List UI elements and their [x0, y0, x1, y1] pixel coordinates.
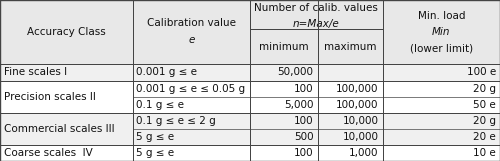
Bar — [382, 80, 500, 113]
Text: Precision scales II: Precision scales II — [4, 92, 96, 102]
Bar — [250, 113, 318, 145]
Text: 100: 100 — [294, 84, 314, 94]
Bar — [382, 0, 500, 64]
Bar — [132, 64, 250, 80]
Bar — [318, 145, 382, 161]
Bar — [318, 29, 382, 64]
Bar — [382, 64, 500, 80]
Bar — [250, 80, 318, 113]
Bar — [382, 113, 500, 145]
Bar — [318, 113, 382, 145]
Text: n=Max/e: n=Max/e — [293, 19, 340, 29]
Bar — [318, 80, 382, 113]
Text: 20 e: 20 e — [473, 132, 496, 142]
Text: 100: 100 — [294, 148, 314, 158]
Text: e: e — [188, 35, 194, 45]
Text: 5,000: 5,000 — [284, 100, 314, 110]
Bar — [250, 145, 318, 161]
Text: 100: 100 — [294, 116, 314, 126]
Text: 100,000: 100,000 — [336, 84, 378, 94]
Bar — [250, 64, 318, 80]
Bar — [0, 145, 132, 161]
Text: Accuracy Class: Accuracy Class — [27, 27, 106, 37]
Text: Min. load: Min. load — [418, 11, 465, 21]
Text: Min: Min — [432, 27, 450, 37]
Bar — [382, 145, 500, 161]
Bar — [0, 0, 132, 64]
Text: minimum: minimum — [259, 42, 308, 52]
Text: 0.001 g ≤ e ≤ 0.05 g: 0.001 g ≤ e ≤ 0.05 g — [136, 84, 246, 94]
Text: 100 e: 100 e — [467, 67, 496, 77]
Text: 0.1 g ≤ e: 0.1 g ≤ e — [136, 100, 184, 110]
Text: maximum: maximum — [324, 42, 376, 52]
Text: 10,000: 10,000 — [342, 116, 378, 126]
Text: 5 g ≤ e: 5 g ≤ e — [136, 132, 174, 142]
Text: 100,000: 100,000 — [336, 100, 378, 110]
Text: 20 g: 20 g — [473, 84, 496, 94]
Text: 50,000: 50,000 — [278, 67, 314, 77]
Bar — [0, 64, 132, 80]
Text: 5 g ≤ e: 5 g ≤ e — [136, 148, 174, 158]
Text: 0.1 g ≤ e ≤ 2 g: 0.1 g ≤ e ≤ 2 g — [136, 116, 216, 126]
Bar — [250, 29, 318, 64]
Bar — [0, 80, 132, 113]
Bar — [132, 145, 250, 161]
Text: 10,000: 10,000 — [342, 132, 378, 142]
Text: 10 e: 10 e — [473, 148, 496, 158]
Bar — [0, 113, 132, 145]
Text: 50 e: 50 e — [473, 100, 496, 110]
Bar — [132, 80, 250, 113]
Text: Number of calib. values: Number of calib. values — [254, 3, 378, 13]
Bar — [132, 113, 250, 145]
Text: 1,000: 1,000 — [349, 148, 378, 158]
Text: 500: 500 — [294, 132, 314, 142]
Text: Coarse scales  IV: Coarse scales IV — [4, 148, 93, 158]
Text: Fine scales I: Fine scales I — [4, 67, 67, 77]
Bar — [250, 0, 382, 29]
Text: Calibration value: Calibration value — [147, 18, 236, 28]
Bar — [132, 0, 250, 64]
Text: 20 g: 20 g — [473, 116, 496, 126]
Text: Commercial scales III: Commercial scales III — [4, 124, 114, 134]
Text: (lower limit): (lower limit) — [410, 43, 473, 53]
Text: 0.001 g ≤ e: 0.001 g ≤ e — [136, 67, 198, 77]
Bar — [318, 64, 382, 80]
